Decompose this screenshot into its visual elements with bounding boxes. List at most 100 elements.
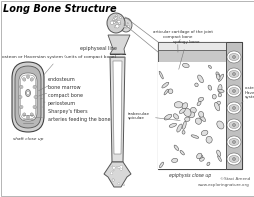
Ellipse shape	[205, 136, 211, 143]
Text: compact bone: compact bone	[162, 35, 192, 52]
Circle shape	[122, 184, 124, 186]
Ellipse shape	[163, 89, 168, 95]
Ellipse shape	[200, 130, 207, 136]
Ellipse shape	[211, 94, 215, 99]
Circle shape	[112, 166, 115, 169]
Text: periosteum: periosteum	[43, 100, 76, 106]
Ellipse shape	[23, 78, 25, 80]
Bar	[157, 50, 225, 62]
Ellipse shape	[173, 145, 178, 151]
Ellipse shape	[228, 71, 238, 77]
Text: articular cartilage of the joint: articular cartilage of the joint	[152, 30, 212, 42]
Ellipse shape	[226, 68, 240, 80]
Ellipse shape	[30, 113, 33, 116]
Circle shape	[113, 21, 115, 23]
Ellipse shape	[207, 85, 211, 90]
Ellipse shape	[31, 78, 33, 80]
Circle shape	[123, 26, 124, 28]
Circle shape	[117, 183, 119, 185]
Ellipse shape	[218, 74, 223, 81]
Circle shape	[111, 21, 114, 23]
Ellipse shape	[31, 114, 33, 116]
Ellipse shape	[168, 89, 172, 94]
Ellipse shape	[183, 108, 190, 116]
Ellipse shape	[19, 96, 22, 98]
Ellipse shape	[188, 112, 194, 118]
Ellipse shape	[169, 123, 176, 127]
Ellipse shape	[20, 86, 22, 88]
Ellipse shape	[34, 96, 37, 98]
Ellipse shape	[228, 54, 238, 60]
Circle shape	[112, 179, 114, 181]
Ellipse shape	[173, 102, 182, 108]
Ellipse shape	[197, 97, 203, 102]
Ellipse shape	[34, 86, 36, 88]
Ellipse shape	[228, 155, 238, 163]
Ellipse shape	[20, 106, 23, 109]
Circle shape	[112, 179, 114, 181]
Ellipse shape	[23, 78, 26, 81]
Ellipse shape	[182, 63, 188, 68]
Ellipse shape	[196, 101, 200, 106]
Text: Sharpey's fibers: Sharpey's fibers	[42, 107, 87, 113]
FancyBboxPatch shape	[12, 62, 44, 132]
Ellipse shape	[23, 114, 25, 116]
Circle shape	[114, 17, 116, 20]
Circle shape	[110, 21, 113, 24]
Bar	[157, 42, 225, 50]
Ellipse shape	[23, 113, 26, 116]
Circle shape	[110, 165, 112, 166]
Circle shape	[116, 15, 117, 16]
FancyBboxPatch shape	[15, 66, 41, 128]
Text: shaft close up: shaft close up	[13, 137, 43, 141]
Ellipse shape	[120, 18, 132, 32]
Ellipse shape	[181, 130, 184, 134]
Ellipse shape	[208, 65, 211, 68]
Ellipse shape	[214, 102, 219, 111]
Ellipse shape	[20, 106, 22, 108]
Ellipse shape	[107, 13, 124, 33]
Ellipse shape	[194, 83, 197, 87]
Ellipse shape	[197, 154, 202, 158]
Text: ©Staci Amend: ©Staci Amend	[219, 177, 249, 181]
Ellipse shape	[215, 74, 219, 80]
Ellipse shape	[226, 51, 240, 63]
Bar	[157, 62, 225, 169]
Circle shape	[118, 22, 120, 24]
Text: Long Bone Structure: Long Bone Structure	[3, 4, 116, 14]
Ellipse shape	[33, 85, 36, 88]
Ellipse shape	[228, 138, 238, 146]
Ellipse shape	[164, 114, 171, 120]
Circle shape	[110, 172, 113, 175]
Circle shape	[232, 72, 235, 75]
Ellipse shape	[161, 82, 168, 88]
Text: spongy bone: spongy bone	[172, 40, 199, 69]
Circle shape	[115, 24, 118, 27]
Circle shape	[124, 25, 126, 27]
Polygon shape	[108, 35, 130, 54]
Text: www.exploringnature.org: www.exploringnature.org	[197, 183, 249, 187]
Circle shape	[113, 19, 115, 20]
Polygon shape	[113, 61, 121, 154]
Ellipse shape	[173, 114, 178, 119]
Ellipse shape	[217, 89, 223, 92]
Ellipse shape	[20, 85, 23, 88]
Ellipse shape	[19, 96, 21, 98]
Ellipse shape	[226, 153, 240, 165]
Circle shape	[119, 23, 120, 25]
Circle shape	[115, 24, 119, 28]
Ellipse shape	[226, 85, 240, 97]
Circle shape	[232, 140, 235, 143]
Ellipse shape	[181, 103, 187, 109]
Ellipse shape	[228, 122, 238, 128]
Circle shape	[119, 165, 122, 168]
Ellipse shape	[217, 156, 220, 162]
Circle shape	[232, 89, 235, 93]
Ellipse shape	[35, 96, 37, 98]
Circle shape	[113, 17, 116, 20]
Circle shape	[114, 26, 116, 28]
Ellipse shape	[195, 118, 201, 124]
Ellipse shape	[171, 158, 177, 163]
Polygon shape	[109, 57, 124, 162]
Ellipse shape	[226, 119, 240, 131]
